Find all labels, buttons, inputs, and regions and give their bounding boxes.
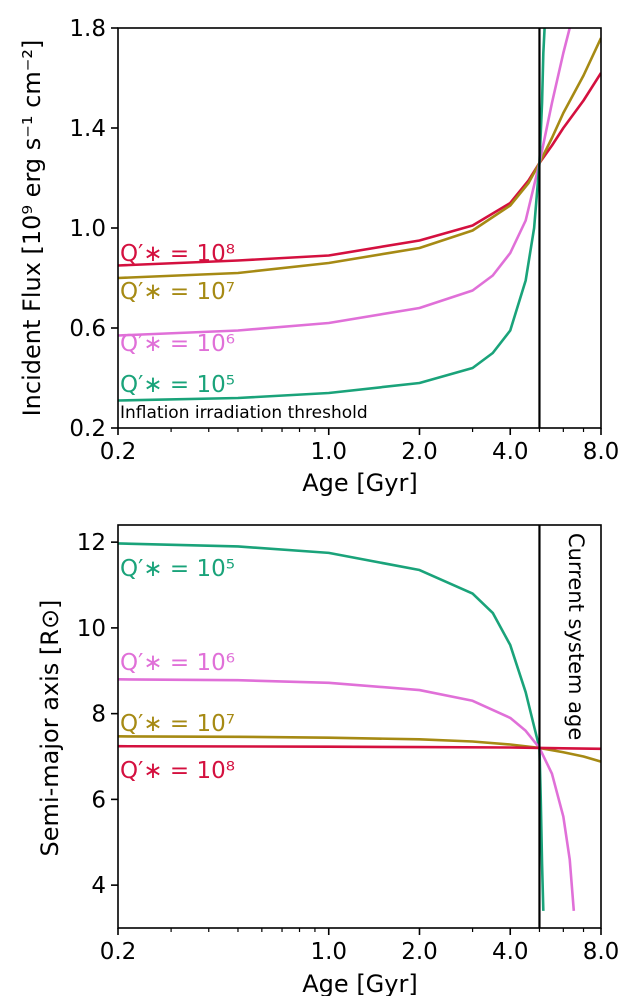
flux-y-axis-label: Incident Flux [10⁹ erg s⁻¹ cm⁻²]	[18, 40, 46, 417]
flux-label-q7: Q′∗ = 10⁷	[120, 279, 235, 305]
series-line-q5	[118, 28, 546, 402]
x-tick-label: 8.0	[583, 439, 620, 465]
y-tick-label: 8	[91, 702, 106, 728]
series-line-q8	[118, 744, 601, 751]
y-tick-label: 1.8	[69, 16, 106, 42]
flux-x-ticks: 0.2 1.0 2.0 4.0 8.0	[100, 428, 620, 465]
x-tick-label: 2.0	[401, 939, 438, 965]
y-tick-label: 6	[91, 787, 106, 813]
flux-label-q5: Q′∗ = 10⁵	[120, 372, 235, 398]
semimajor-plot-frame	[117, 524, 602, 929]
series-line-q5	[118, 542, 545, 911]
semimajor-x-axis-label: Age [Gyr]	[302, 970, 417, 996]
x-tick-label: 4.0	[492, 939, 529, 965]
x-tick-label: 2.0	[401, 439, 438, 465]
flux-label-q8: Q′∗ = 10⁸	[120, 241, 235, 267]
flux-x-axis-label: Age [Gyr]	[302, 469, 417, 497]
y-tick-label: 0.6	[69, 316, 106, 342]
flux-label-q6: Q′∗ = 10⁶	[120, 331, 235, 357]
semimajor-label-q7: Q′∗ = 10⁷	[120, 711, 235, 737]
series-line-q8	[118, 72, 601, 267]
y-tick-label: 12	[77, 530, 106, 556]
y-tick-label: 1.0	[69, 216, 106, 242]
semimajor-panel: 0.2 1.0 2.0 4.0 8.0 4 6 8 10 12 Q′∗ = 10⁵ Q′∗ = …	[36, 524, 620, 996]
flux-series-group	[118, 28, 601, 402]
x-tick-label: 4.0	[492, 439, 529, 465]
x-tick-label: 1.0	[310, 939, 347, 965]
series-line-q6	[118, 678, 576, 911]
semimajor-y-axis-label: Semi-major axis [R⊙]	[36, 600, 64, 857]
x-tick-label: 0.2	[100, 439, 137, 465]
flux-y-ticks: 0.2 0.6 1.0 1.4 1.8	[69, 16, 118, 442]
semimajor-series-group	[118, 542, 601, 911]
flux-panel: 0.2 1.0 2.0 4.0 8.0 0.2 0.6 1.0 1.4 1.8 Q′∗ = 10…	[18, 16, 619, 497]
semimajor-x-ticks: 0.2 1.0 2.0 4.0 8.0	[100, 928, 620, 965]
y-tick-label: 1.4	[69, 116, 106, 142]
series-line-q6	[118, 28, 571, 337]
threshold-annotation: Inflation irradiation threshold	[120, 403, 368, 423]
semimajor-label-q5: Q′∗ = 10⁵	[120, 556, 235, 582]
semimajor-label-q6: Q′∗ = 10⁶	[120, 650, 235, 676]
y-tick-label: 4	[91, 873, 106, 899]
current-age-annotation: Current system age	[564, 533, 588, 740]
semimajor-label-q8: Q′∗ = 10⁸	[120, 758, 235, 784]
y-tick-label: 10	[77, 616, 106, 642]
flux-plot-frame	[117, 27, 602, 429]
x-tick-label: 0.2	[100, 939, 137, 965]
series-line-q7	[118, 37, 601, 280]
y-tick-label: 0.2	[69, 416, 106, 442]
semimajor-y-ticks: 4 6 8 10 12	[77, 530, 118, 899]
x-tick-label: 1.0	[310, 439, 347, 465]
x-tick-label: 8.0	[583, 939, 620, 965]
series-line-q7	[118, 735, 601, 763]
